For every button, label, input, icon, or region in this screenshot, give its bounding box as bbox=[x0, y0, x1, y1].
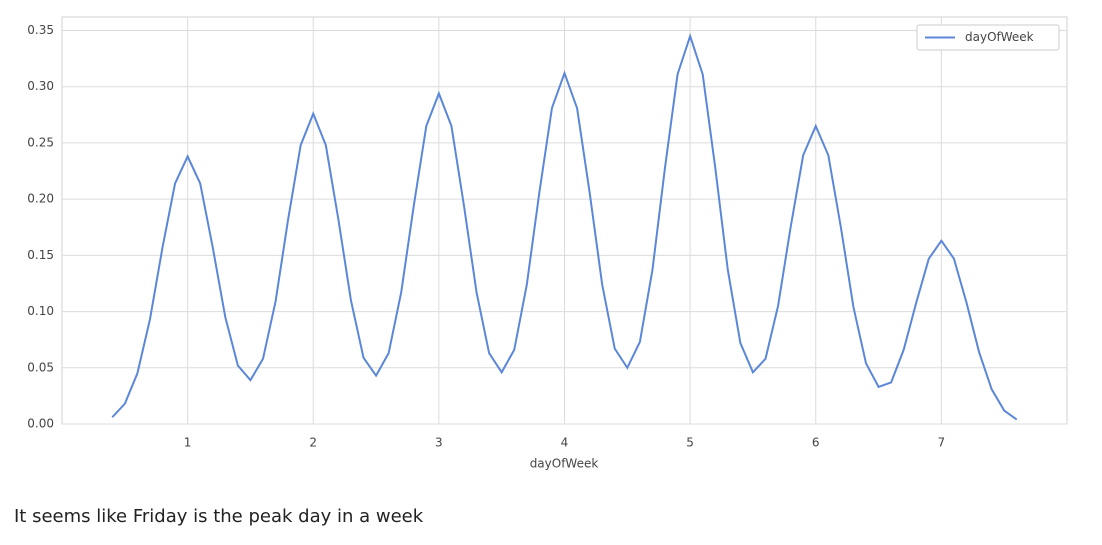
x-tick-label: 1 bbox=[184, 436, 192, 450]
y-tick-label: 0.25 bbox=[27, 135, 54, 149]
legend-box bbox=[916, 24, 1060, 51]
x-tick-label: 5 bbox=[686, 436, 694, 450]
x-tick-label: 3 bbox=[435, 436, 443, 450]
y-tick-label: 0.05 bbox=[27, 360, 54, 374]
x-tick-label: 7 bbox=[938, 436, 946, 450]
y-tick-label: 0.35 bbox=[27, 23, 54, 37]
x-tick-label: 2 bbox=[309, 436, 317, 450]
legend-label: dayOfWeek bbox=[965, 30, 1034, 44]
caption: It seems like Friday is the peak day in … bbox=[14, 506, 424, 527]
y-tick-label: 0.20 bbox=[27, 192, 54, 206]
x-tick-label: 4 bbox=[561, 436, 569, 450]
y-tick-label: 0.15 bbox=[27, 248, 54, 262]
y-tick-label: 0.30 bbox=[27, 79, 54, 93]
chart: dayOfWeek 0.00 0.05 0.10 0.15 0.20 0.25 0.30 0.… bbox=[27, 16, 1068, 471]
y-tick-label: 0.00 bbox=[27, 417, 54, 431]
y-tick-label: 0.10 bbox=[27, 304, 54, 318]
x-tick-label: 6 bbox=[812, 436, 820, 450]
x-axis-label: dayOfWeek bbox=[530, 457, 599, 471]
data-line bbox=[111, 32, 1018, 421]
